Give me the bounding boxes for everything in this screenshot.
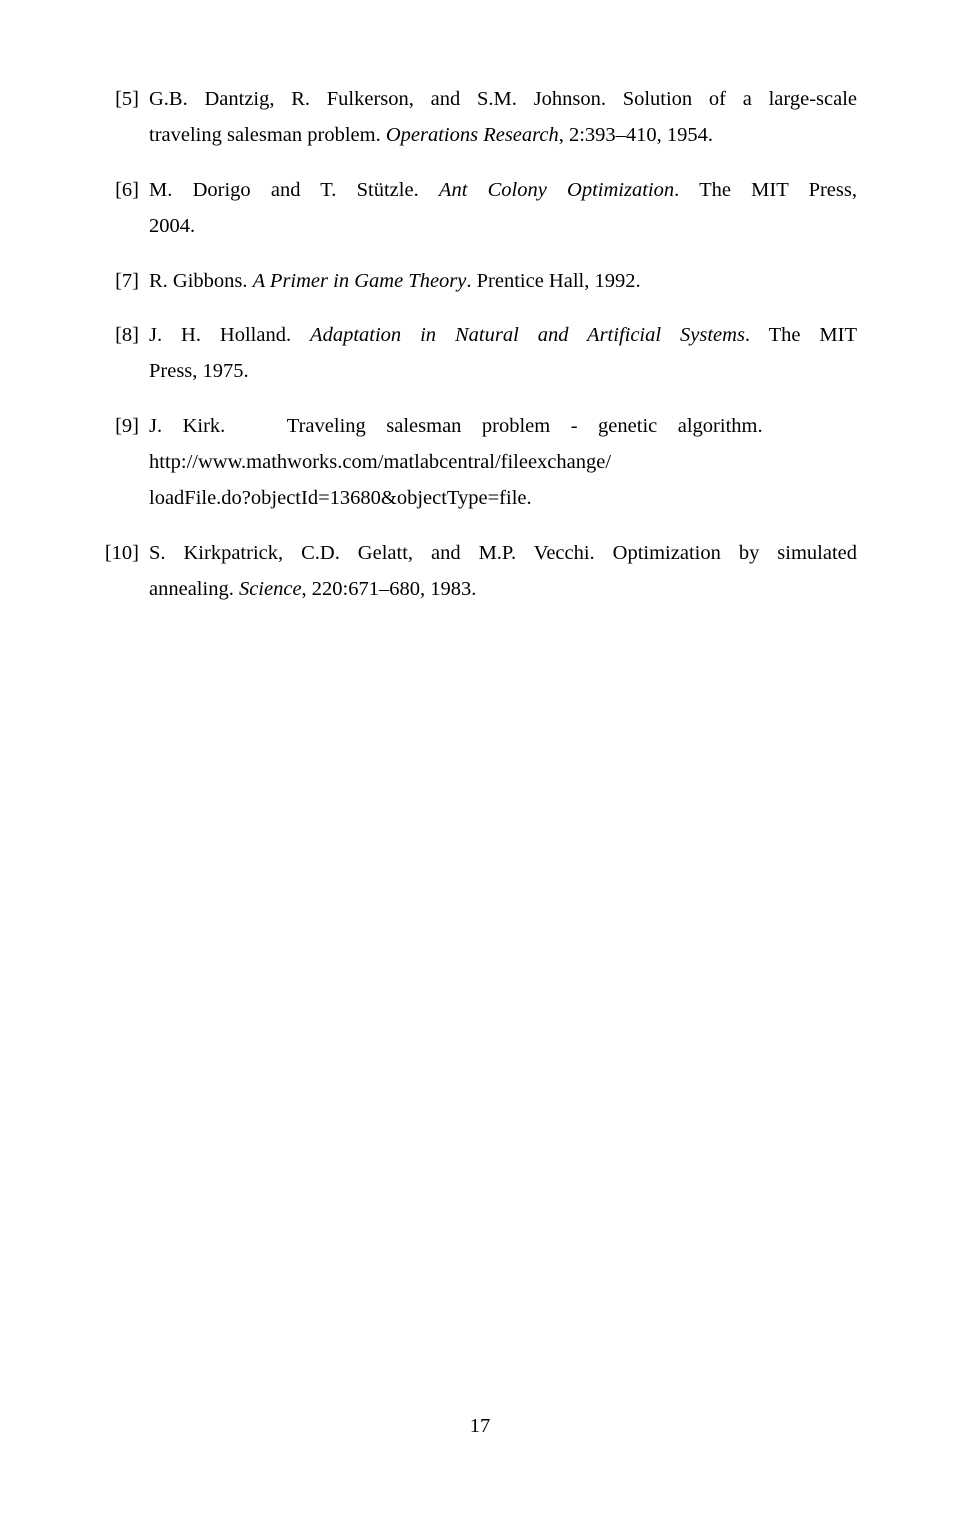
reference-number: [7] bbox=[97, 264, 149, 300]
reference-item: [8] J. H. Holland. Adaptation in Natural… bbox=[97, 318, 857, 390]
page-number: 17 bbox=[0, 1415, 960, 1438]
reference-title: Ant Colony Optimization bbox=[439, 179, 674, 201]
reference-text: annealing. bbox=[149, 578, 239, 600]
reference-number: [5] bbox=[97, 82, 149, 154]
reference-content: R. Gibbons. A Primer in Game Theory. Pre… bbox=[149, 264, 857, 300]
reference-item: [7] R. Gibbons. A Primer in Game Theory.… bbox=[97, 264, 857, 300]
reference-text: . The MIT bbox=[745, 324, 857, 346]
reference-text: http://www.mathworks.com/matlabcentral/f… bbox=[149, 451, 611, 473]
reference-text: G.B. Dantzig, R. Fulkerson, and S.M. Joh… bbox=[149, 88, 857, 110]
reference-text: S. Kirkpatrick, C.D. Gelatt, and M.P. Ve… bbox=[149, 542, 857, 564]
reference-text: J. Kirk. Traveling salesman problem - ge… bbox=[149, 415, 763, 437]
reference-text: M. Dorigo and T. Stützle. bbox=[149, 179, 439, 201]
reference-text: traveling salesman problem. bbox=[149, 124, 386, 146]
reference-text: . Prentice Hall, 1992. bbox=[466, 270, 640, 292]
reference-item: [10] S. Kirkpatrick, C.D. Gelatt, and M.… bbox=[97, 536, 857, 608]
reference-title: A Primer in Game Theory bbox=[253, 270, 467, 292]
reference-item: [5] G.B. Dantzig, R. Fulkerson, and S.M.… bbox=[97, 82, 857, 154]
reference-content: S. Kirkpatrick, C.D. Gelatt, and M.P. Ve… bbox=[149, 536, 857, 608]
reference-text: , 220:671–680, 1983. bbox=[302, 578, 477, 600]
reference-item: [9] J. Kirk. Traveling salesman problem … bbox=[97, 409, 857, 517]
reference-text: 2004. bbox=[149, 215, 195, 237]
reference-item: [6] M. Dorigo and T. Stützle. Ant Colony… bbox=[97, 173, 857, 245]
reference-text: J. H. Holland. bbox=[149, 324, 310, 346]
reference-text: , 2:393–410, 1954. bbox=[559, 124, 713, 146]
reference-text: loadFile.do?objectId=13680&objectType=fi… bbox=[149, 487, 532, 509]
reference-number: [6] bbox=[97, 173, 149, 245]
reference-title: Operations Research bbox=[386, 124, 559, 146]
reference-content: J. H. Holland. Adaptation in Natural and… bbox=[149, 318, 857, 390]
reference-number: [9] bbox=[97, 409, 149, 517]
reference-content: G.B. Dantzig, R. Fulkerson, and S.M. Joh… bbox=[149, 82, 857, 154]
reference-text: . The MIT Press, bbox=[674, 179, 857, 201]
bibliography-page: [5] G.B. Dantzig, R. Fulkerson, and S.M.… bbox=[0, 0, 960, 608]
reference-content: J. Kirk. Traveling salesman problem - ge… bbox=[149, 409, 857, 517]
reference-number: [8] bbox=[97, 318, 149, 390]
reference-content: M. Dorigo and T. Stützle. Ant Colony Opt… bbox=[149, 173, 857, 245]
reference-title: Science bbox=[239, 578, 302, 600]
reference-text: R. Gibbons. bbox=[149, 270, 253, 292]
reference-number: [10] bbox=[97, 536, 149, 608]
reference-text: Press, 1975. bbox=[149, 360, 249, 382]
reference-title: Adaptation in Natural and Artificial Sys… bbox=[310, 324, 745, 346]
